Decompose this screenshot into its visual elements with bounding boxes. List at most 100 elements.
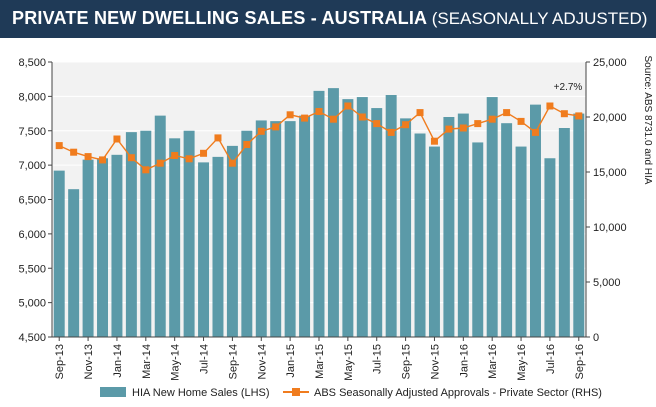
bar <box>400 118 412 337</box>
line-marker <box>546 102 554 110</box>
line-marker <box>474 120 482 128</box>
bar <box>53 170 65 337</box>
bar <box>270 121 282 337</box>
x-axis: Sep-13 Nov-13 Jan-14 Mar-14 May-14 Jul-14 Sep-… <box>52 336 586 381</box>
chart-subtitle: (SEASONALLY ADJUSTED) <box>431 9 648 28</box>
bar <box>544 158 556 337</box>
line-marker <box>459 124 467 132</box>
right-tick-label: 15,000 <box>593 167 627 179</box>
bar <box>428 146 440 337</box>
line-marker <box>575 112 583 120</box>
line-marker <box>99 156 107 164</box>
x-tick-label: May-14 <box>170 344 182 381</box>
bar <box>140 130 152 337</box>
right-tick-label: 10,000 <box>593 222 627 234</box>
right-tick-label: 20,000 <box>593 112 627 124</box>
bar <box>515 146 527 337</box>
bar <box>169 138 181 337</box>
left-tick-label: 5,000 <box>18 298 46 310</box>
line-series <box>55 102 583 174</box>
bar <box>198 162 210 337</box>
line-marker <box>286 111 294 119</box>
left-y-axis: 4,500 5,000 5,500 6,000 6,500 7,000 7,500 8,000… <box>18 57 53 344</box>
bar <box>472 142 484 337</box>
line-marker <box>416 109 424 117</box>
bar <box>573 113 585 337</box>
bar <box>530 104 541 337</box>
line-marker <box>142 166 150 174</box>
line-marker <box>243 141 251 148</box>
bar <box>356 97 368 337</box>
x-tick-label: Jul-15 <box>372 344 384 374</box>
left-tick-label: 4,500 <box>18 332 46 344</box>
bar <box>241 130 253 337</box>
x-tick-label: Jan-15 <box>285 344 297 378</box>
line-marker <box>430 137 438 145</box>
bar <box>183 130 195 337</box>
line-marker <box>228 159 236 167</box>
line-marker <box>344 102 352 110</box>
x-tick-label: Nov-13 <box>83 344 95 379</box>
left-tick-label: 5,500 <box>18 263 46 275</box>
bar <box>443 117 455 337</box>
bar <box>501 123 513 337</box>
left-tick-label: 8,000 <box>18 91 46 103</box>
bar <box>97 158 108 337</box>
source-label: Source: ABS 8731.0 and HIA <box>642 56 653 185</box>
title-bar: PRIVATE NEW DWELLING SALES - AUSTRALIA (… <box>0 0 656 38</box>
legend-line-marker <box>292 388 300 396</box>
line-marker <box>70 148 78 156</box>
x-tick-label: Mar-15 <box>314 344 326 379</box>
line-marker <box>387 128 395 136</box>
x-tick-label: Mar-14 <box>141 344 153 379</box>
line-marker <box>517 117 525 125</box>
x-tick-label: Nov-14 <box>256 344 268 379</box>
line-marker <box>113 135 121 143</box>
bar <box>255 120 267 337</box>
bar <box>371 108 383 337</box>
annotation-label: +2.7% <box>554 82 583 93</box>
x-tick-label: Jan-16 <box>458 344 470 378</box>
line-marker <box>214 134 222 142</box>
line-marker <box>301 114 309 122</box>
bar <box>327 88 339 337</box>
bar <box>414 133 426 337</box>
left-tick-label: 6,000 <box>18 229 46 241</box>
bar <box>226 145 238 337</box>
legend-bar-label: HIA New Home Sales (LHS) <box>132 387 270 399</box>
bar <box>299 115 311 337</box>
line-marker <box>171 152 179 159</box>
left-tick-label: 6,500 <box>18 195 46 207</box>
line-marker <box>257 127 265 135</box>
line-marker <box>373 120 381 128</box>
line-marker <box>84 153 92 161</box>
legend-line-label: ABS Seasonally Adjusted Approvals - Priv… <box>314 387 602 399</box>
bar <box>111 154 123 337</box>
left-tick-label: 8,500 <box>18 57 46 69</box>
bar <box>68 189 80 337</box>
line-marker <box>315 108 323 115</box>
line-marker <box>531 128 539 136</box>
x-tick-label: May-15 <box>343 344 355 381</box>
line-marker <box>329 115 337 123</box>
line-marker <box>560 110 568 118</box>
line-marker <box>185 155 193 163</box>
x-tick-label: Jul-14 <box>199 344 211 374</box>
bar <box>558 128 570 337</box>
chart-title: PRIVATE NEW DWELLING SALES - AUSTRALIA <box>12 8 428 28</box>
right-tick-label: 0 <box>593 332 599 344</box>
bar <box>342 99 354 337</box>
line-marker <box>445 125 453 133</box>
x-tick-label: Sep-15 <box>401 344 413 379</box>
x-tick-label: Mar-16 <box>487 344 499 379</box>
line-marker <box>127 154 135 162</box>
bar <box>385 95 397 337</box>
right-tick-label: 25,000 <box>593 57 627 69</box>
x-tick-label: May-16 <box>516 344 528 381</box>
left-tick-label: 7,000 <box>18 160 46 172</box>
legend-bar-swatch <box>100 387 126 397</box>
x-tick-label: Nov-15 <box>429 344 441 379</box>
legend: HIA New Home Sales (LHS) ABS Seasonally … <box>100 387 602 399</box>
bar <box>82 159 94 337</box>
